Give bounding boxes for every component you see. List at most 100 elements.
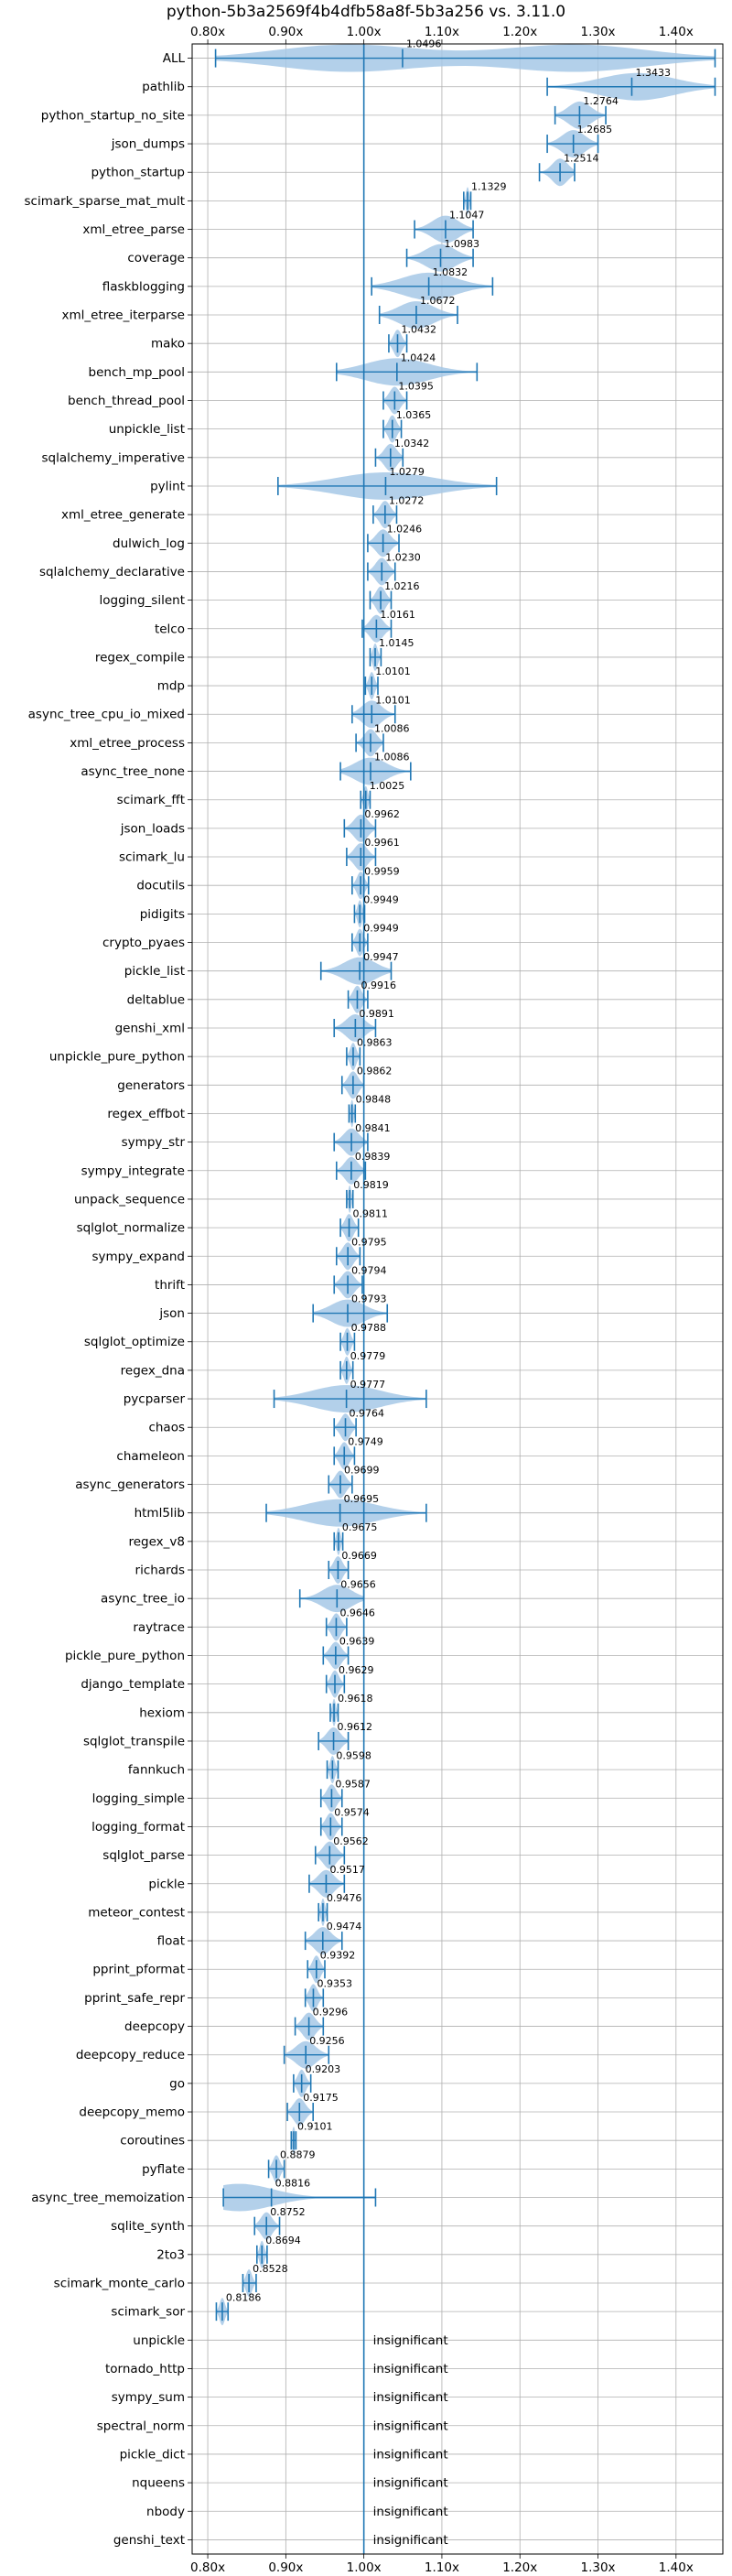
value-label: 0.8186 bbox=[226, 2291, 262, 2303]
benchmark-label: pylint bbox=[150, 479, 185, 493]
value-label: 0.9863 bbox=[357, 1036, 393, 1048]
violin-layer bbox=[214, 44, 716, 2326]
x-tick-label-bottom: 1.40x bbox=[659, 2560, 694, 2572]
insignificant-label: insignificant bbox=[373, 2505, 448, 2519]
value-label: 1.0086 bbox=[374, 752, 410, 763]
value-label: 0.9517 bbox=[329, 1864, 365, 1876]
benchmark-label: scimark_sparse_mat_mult bbox=[25, 194, 185, 209]
value-label: 1.0216 bbox=[384, 580, 420, 592]
value-label: 0.9699 bbox=[344, 1465, 380, 1477]
value-label: 0.9598 bbox=[336, 1749, 371, 1761]
benchmark-label: sqlglot_transpile bbox=[83, 1734, 185, 1748]
insignificant-label: insignificant bbox=[373, 2419, 448, 2433]
insignificant-label: insignificant bbox=[373, 2476, 448, 2491]
benchmark-label: pprint_safe_repr bbox=[84, 1991, 185, 2006]
benchmark-label: spectral_norm bbox=[97, 2419, 185, 2433]
value-label: 1.0230 bbox=[385, 552, 421, 564]
benchmark-label: json bbox=[158, 1306, 185, 1321]
value-label: 0.9961 bbox=[364, 837, 400, 849]
benchmark-label: logging_simple bbox=[92, 1791, 185, 1806]
benchmark-label: pickle_list bbox=[124, 964, 185, 979]
benchmark-label: sqlglot_parse bbox=[102, 1848, 185, 1863]
value-label: 0.9474 bbox=[327, 1921, 362, 1932]
value-label: 0.9587 bbox=[335, 1778, 371, 1790]
value-label: 1.0342 bbox=[394, 438, 430, 449]
value-label: 0.8879 bbox=[280, 2149, 316, 2161]
value-label: 0.9669 bbox=[341, 1550, 377, 1562]
value-label: 0.9841 bbox=[355, 1122, 391, 1134]
value-label: 0.9947 bbox=[363, 951, 399, 963]
value-label: 0.9788 bbox=[351, 1322, 387, 1334]
benchmark-label: regex_compile bbox=[95, 650, 185, 665]
benchmark-label: pyflate bbox=[142, 2162, 185, 2177]
value-label: 0.9959 bbox=[364, 865, 400, 877]
value-label: 0.8816 bbox=[275, 2178, 311, 2190]
value-label: 0.9749 bbox=[348, 1436, 383, 1448]
benchmark-label: regex_effbot bbox=[107, 1107, 185, 1121]
benchmark-label: json_loads bbox=[120, 821, 185, 836]
value-label: 0.9962 bbox=[364, 808, 400, 820]
value-label: 0.9656 bbox=[340, 1578, 376, 1590]
benchmark-label: pidigits bbox=[140, 907, 185, 922]
benchmark-label: xml_etree_iterparse bbox=[62, 308, 186, 323]
benchmark-label: unpack_sequence bbox=[74, 1192, 185, 1207]
benchmark-label: meteor_contest bbox=[88, 1905, 185, 1920]
value-label: 1.0025 bbox=[370, 780, 405, 792]
value-label: 0.9695 bbox=[344, 1493, 380, 1505]
benchmark-label: fannkuch bbox=[128, 1763, 185, 1778]
benchmark-label: thrift bbox=[155, 1278, 185, 1293]
benchmark-label: deepcopy_reduce bbox=[76, 2048, 185, 2062]
value-label: 0.9949 bbox=[363, 923, 399, 935]
x-tick-label-top: 1.10x bbox=[425, 25, 459, 39]
benchmark-label: docutils bbox=[136, 879, 185, 893]
value-label: 0.9819 bbox=[353, 1179, 389, 1191]
value-label: 0.8752 bbox=[270, 2206, 306, 2218]
value-label: 1.0101 bbox=[375, 666, 411, 677]
value-label: 0.9949 bbox=[363, 894, 399, 906]
value-label: 1.0395 bbox=[398, 381, 434, 393]
benchmark-label: django_template bbox=[81, 1677, 185, 1692]
value-label: 1.2685 bbox=[577, 124, 613, 135]
x-tick-label-bottom: 1.10x bbox=[425, 2560, 459, 2572]
benchmark-label: regex_v8 bbox=[128, 1534, 185, 1549]
value-label: 0.9646 bbox=[339, 1607, 375, 1618]
value-label: 1.3433 bbox=[635, 67, 671, 79]
value-label: 0.9256 bbox=[309, 2035, 345, 2047]
x-tick-label-top: 1.20x bbox=[502, 25, 537, 39]
benchmark-label: coroutines bbox=[120, 2134, 185, 2148]
label-layer: ALL1.0496pathlib1.3433python_startup_no_… bbox=[25, 38, 671, 2548]
grid-layer bbox=[192, 44, 723, 2554]
value-label: 0.9795 bbox=[351, 1236, 387, 1248]
benchmark-label: sqlglot_normalize bbox=[77, 1221, 185, 1236]
value-label: 0.9916 bbox=[361, 980, 396, 991]
benchmark-label: go bbox=[169, 2076, 185, 2091]
value-label: 1.0272 bbox=[389, 494, 425, 506]
benchmark-label: async_tree_none bbox=[81, 764, 185, 779]
benchmark-label: sympy_str bbox=[122, 1135, 186, 1150]
value-label: 1.1047 bbox=[449, 210, 485, 222]
benchmark-label: async_tree_cpu_io_mixed bbox=[28, 708, 185, 722]
x-tick-label-top: 1.30x bbox=[580, 25, 615, 39]
plot-frame bbox=[191, 43, 724, 2555]
benchmark-label: async_tree_io bbox=[101, 1592, 185, 1607]
benchmark-label: genshi_xml bbox=[115, 1021, 185, 1035]
value-label: 0.9618 bbox=[338, 1693, 373, 1705]
benchmark-label: flaskblogging bbox=[102, 279, 185, 294]
benchmark-label: raytrace bbox=[133, 1620, 185, 1635]
benchmark-label: 2to3 bbox=[156, 2247, 185, 2262]
benchmark-label: unpickle_pure_python bbox=[49, 1050, 185, 1065]
insignificant-label: insignificant bbox=[373, 2447, 448, 2462]
x-tick-label-top: 1.00x bbox=[347, 25, 382, 39]
benchmark-label: html5lib bbox=[135, 1506, 185, 1521]
value-label: 0.9639 bbox=[339, 1636, 375, 1648]
benchmark-label: sqlglot_optimize bbox=[84, 1335, 185, 1349]
x-tick-label-top: 0.90x bbox=[268, 25, 303, 39]
benchmark-label: deltablue bbox=[127, 992, 185, 1007]
benchmark-label: xml_etree_process bbox=[70, 736, 185, 751]
benchmark-label: pprint_pformat bbox=[92, 1963, 185, 1977]
value-label: 0.9629 bbox=[339, 1664, 374, 1676]
value-label: 1.0101 bbox=[375, 694, 411, 706]
benchmark-label: tornado_http bbox=[105, 2362, 185, 2376]
benchmark-label: mako bbox=[151, 337, 185, 352]
